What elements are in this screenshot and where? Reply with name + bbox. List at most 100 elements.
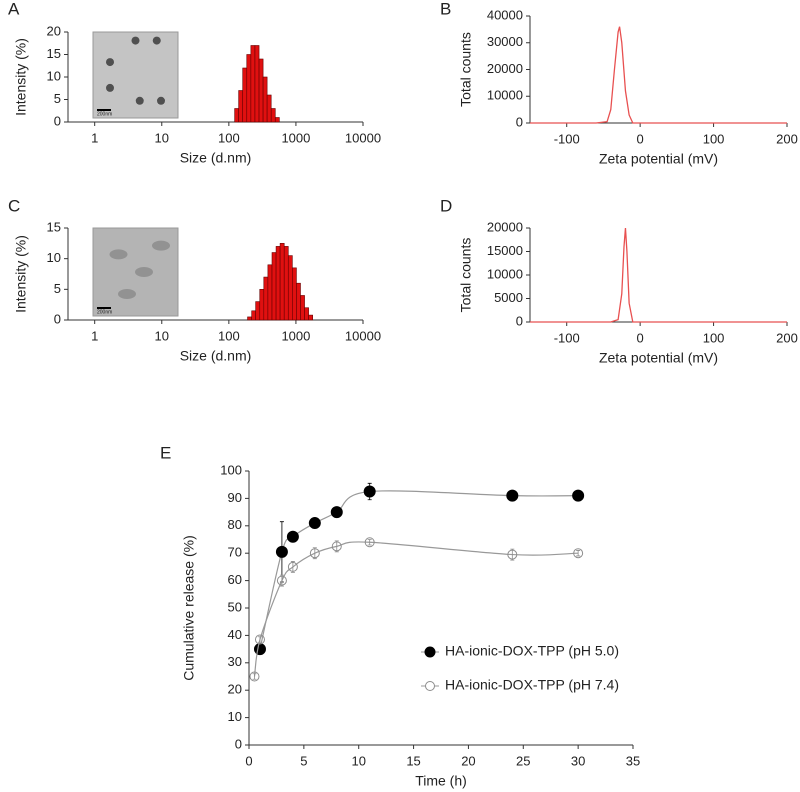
x-tick-label: 100 — [703, 330, 725, 345]
x-tick-label: 30 — [571, 753, 585, 768]
x-tick-label: 100 — [218, 130, 240, 145]
y-tick-label: 10000 — [487, 266, 523, 281]
bar — [270, 108, 276, 123]
x-axis-label: Time (h) — [415, 773, 467, 789]
error-bar — [312, 547, 317, 560]
bar — [251, 310, 256, 321]
error-bar — [290, 561, 295, 573]
x-tick-label: 0 — [637, 131, 644, 146]
bar — [250, 45, 256, 123]
inset-particle — [135, 267, 153, 277]
data-point — [507, 549, 518, 560]
inset-particle — [109, 249, 128, 260]
error-bar — [367, 539, 372, 546]
y-tick-label: 20000 — [487, 61, 523, 76]
bar — [274, 117, 280, 123]
y-axis-label: Intensity (%) — [13, 38, 29, 116]
bar — [267, 264, 273, 321]
data-point — [287, 561, 298, 572]
bar — [234, 108, 239, 123]
panel-label: B — [440, 0, 451, 18]
y-tick-label: 70 — [228, 545, 242, 560]
y-tick-label: 80 — [228, 517, 242, 532]
bar — [238, 90, 244, 123]
y-tick-label: 15 — [47, 46, 61, 61]
y-axis-label: Cumulative release (%) — [181, 535, 197, 681]
data-point — [276, 575, 287, 586]
bar — [247, 316, 252, 321]
y-tick-label: 50 — [228, 599, 242, 614]
data-point — [330, 506, 343, 519]
y-tick-label: 20000 — [487, 219, 523, 234]
bar — [266, 94, 272, 123]
x-tick-label: 10 — [155, 130, 169, 145]
error-bar — [334, 540, 339, 553]
x-axis-label: Zeta potential (mV) — [599, 350, 718, 366]
y-tick-label: 0 — [516, 114, 523, 129]
inset-particle — [135, 96, 144, 105]
inset-image — [92, 31, 179, 119]
x-tick-label: 0 — [245, 753, 252, 768]
y-tick-label: 15000 — [487, 243, 523, 258]
inset-particle — [106, 83, 114, 92]
y-tick-label: 15 — [47, 219, 61, 234]
x-tick-label: 200 — [776, 131, 798, 146]
x-tick-label: 100 — [218, 328, 240, 343]
x-tick-label: -100 — [554, 131, 580, 146]
x-tick-label: 100 — [703, 131, 725, 146]
x-tick-label: 1 — [91, 130, 98, 145]
bar — [262, 76, 268, 123]
y-tick-label: 30000 — [487, 34, 523, 49]
x-tick-label: 10 — [351, 753, 365, 768]
inset-particle — [131, 36, 140, 45]
data-point — [573, 548, 584, 559]
inset-particle — [106, 58, 114, 67]
x-tick-label: -100 — [554, 330, 580, 345]
error-bar — [576, 550, 581, 557]
y-tick-label: 0 — [54, 113, 61, 128]
bar — [304, 307, 309, 321]
data-point — [249, 671, 260, 682]
error-bar — [252, 673, 257, 680]
y-tick-label: 5 — [54, 91, 61, 106]
bar — [300, 295, 305, 321]
scale-bar-label: 200nm — [97, 309, 112, 315]
error-bar — [279, 574, 284, 587]
x-tick-label: 10000 — [345, 328, 381, 343]
bar — [254, 45, 260, 123]
x-tick-label: 10 — [155, 328, 169, 343]
data-line — [530, 227, 787, 323]
inset-particle — [118, 289, 136, 299]
x-axis-label: Zeta potential (mV) — [599, 151, 718, 167]
scale-bar-label: 200nm — [97, 111, 112, 117]
bar — [279, 243, 285, 321]
x-tick-label: 5 — [300, 753, 307, 768]
error-bar — [257, 636, 262, 643]
bar — [283, 246, 289, 321]
bar — [308, 314, 313, 321]
x-tick-label: 20 — [461, 753, 475, 768]
bar — [258, 58, 264, 123]
data-point — [331, 541, 342, 552]
bar — [292, 267, 297, 321]
x-tick-label: 10000 — [345, 130, 381, 145]
bar — [242, 67, 248, 123]
data-point — [275, 545, 288, 558]
bar — [275, 246, 281, 321]
bar — [287, 255, 293, 321]
y-tick-label: 0 — [235, 736, 242, 751]
y-tick-label: 40000 — [487, 7, 523, 22]
inset-particle — [152, 36, 161, 45]
y-tick-label: 5 — [54, 281, 61, 296]
legend-label: HA-ionic-DOX-TPP (pH 7.4) — [445, 677, 619, 693]
data-point — [254, 634, 265, 645]
y-tick-label: 10 — [228, 709, 242, 724]
bar — [255, 301, 261, 321]
x-tick-label: 1 — [91, 328, 98, 343]
y-tick-label: 100 — [220, 462, 242, 477]
y-tick-label: 10 — [47, 250, 61, 265]
bar — [271, 252, 277, 321]
y-axis-label: Total counts — [458, 238, 474, 313]
error-bar — [510, 548, 515, 561]
